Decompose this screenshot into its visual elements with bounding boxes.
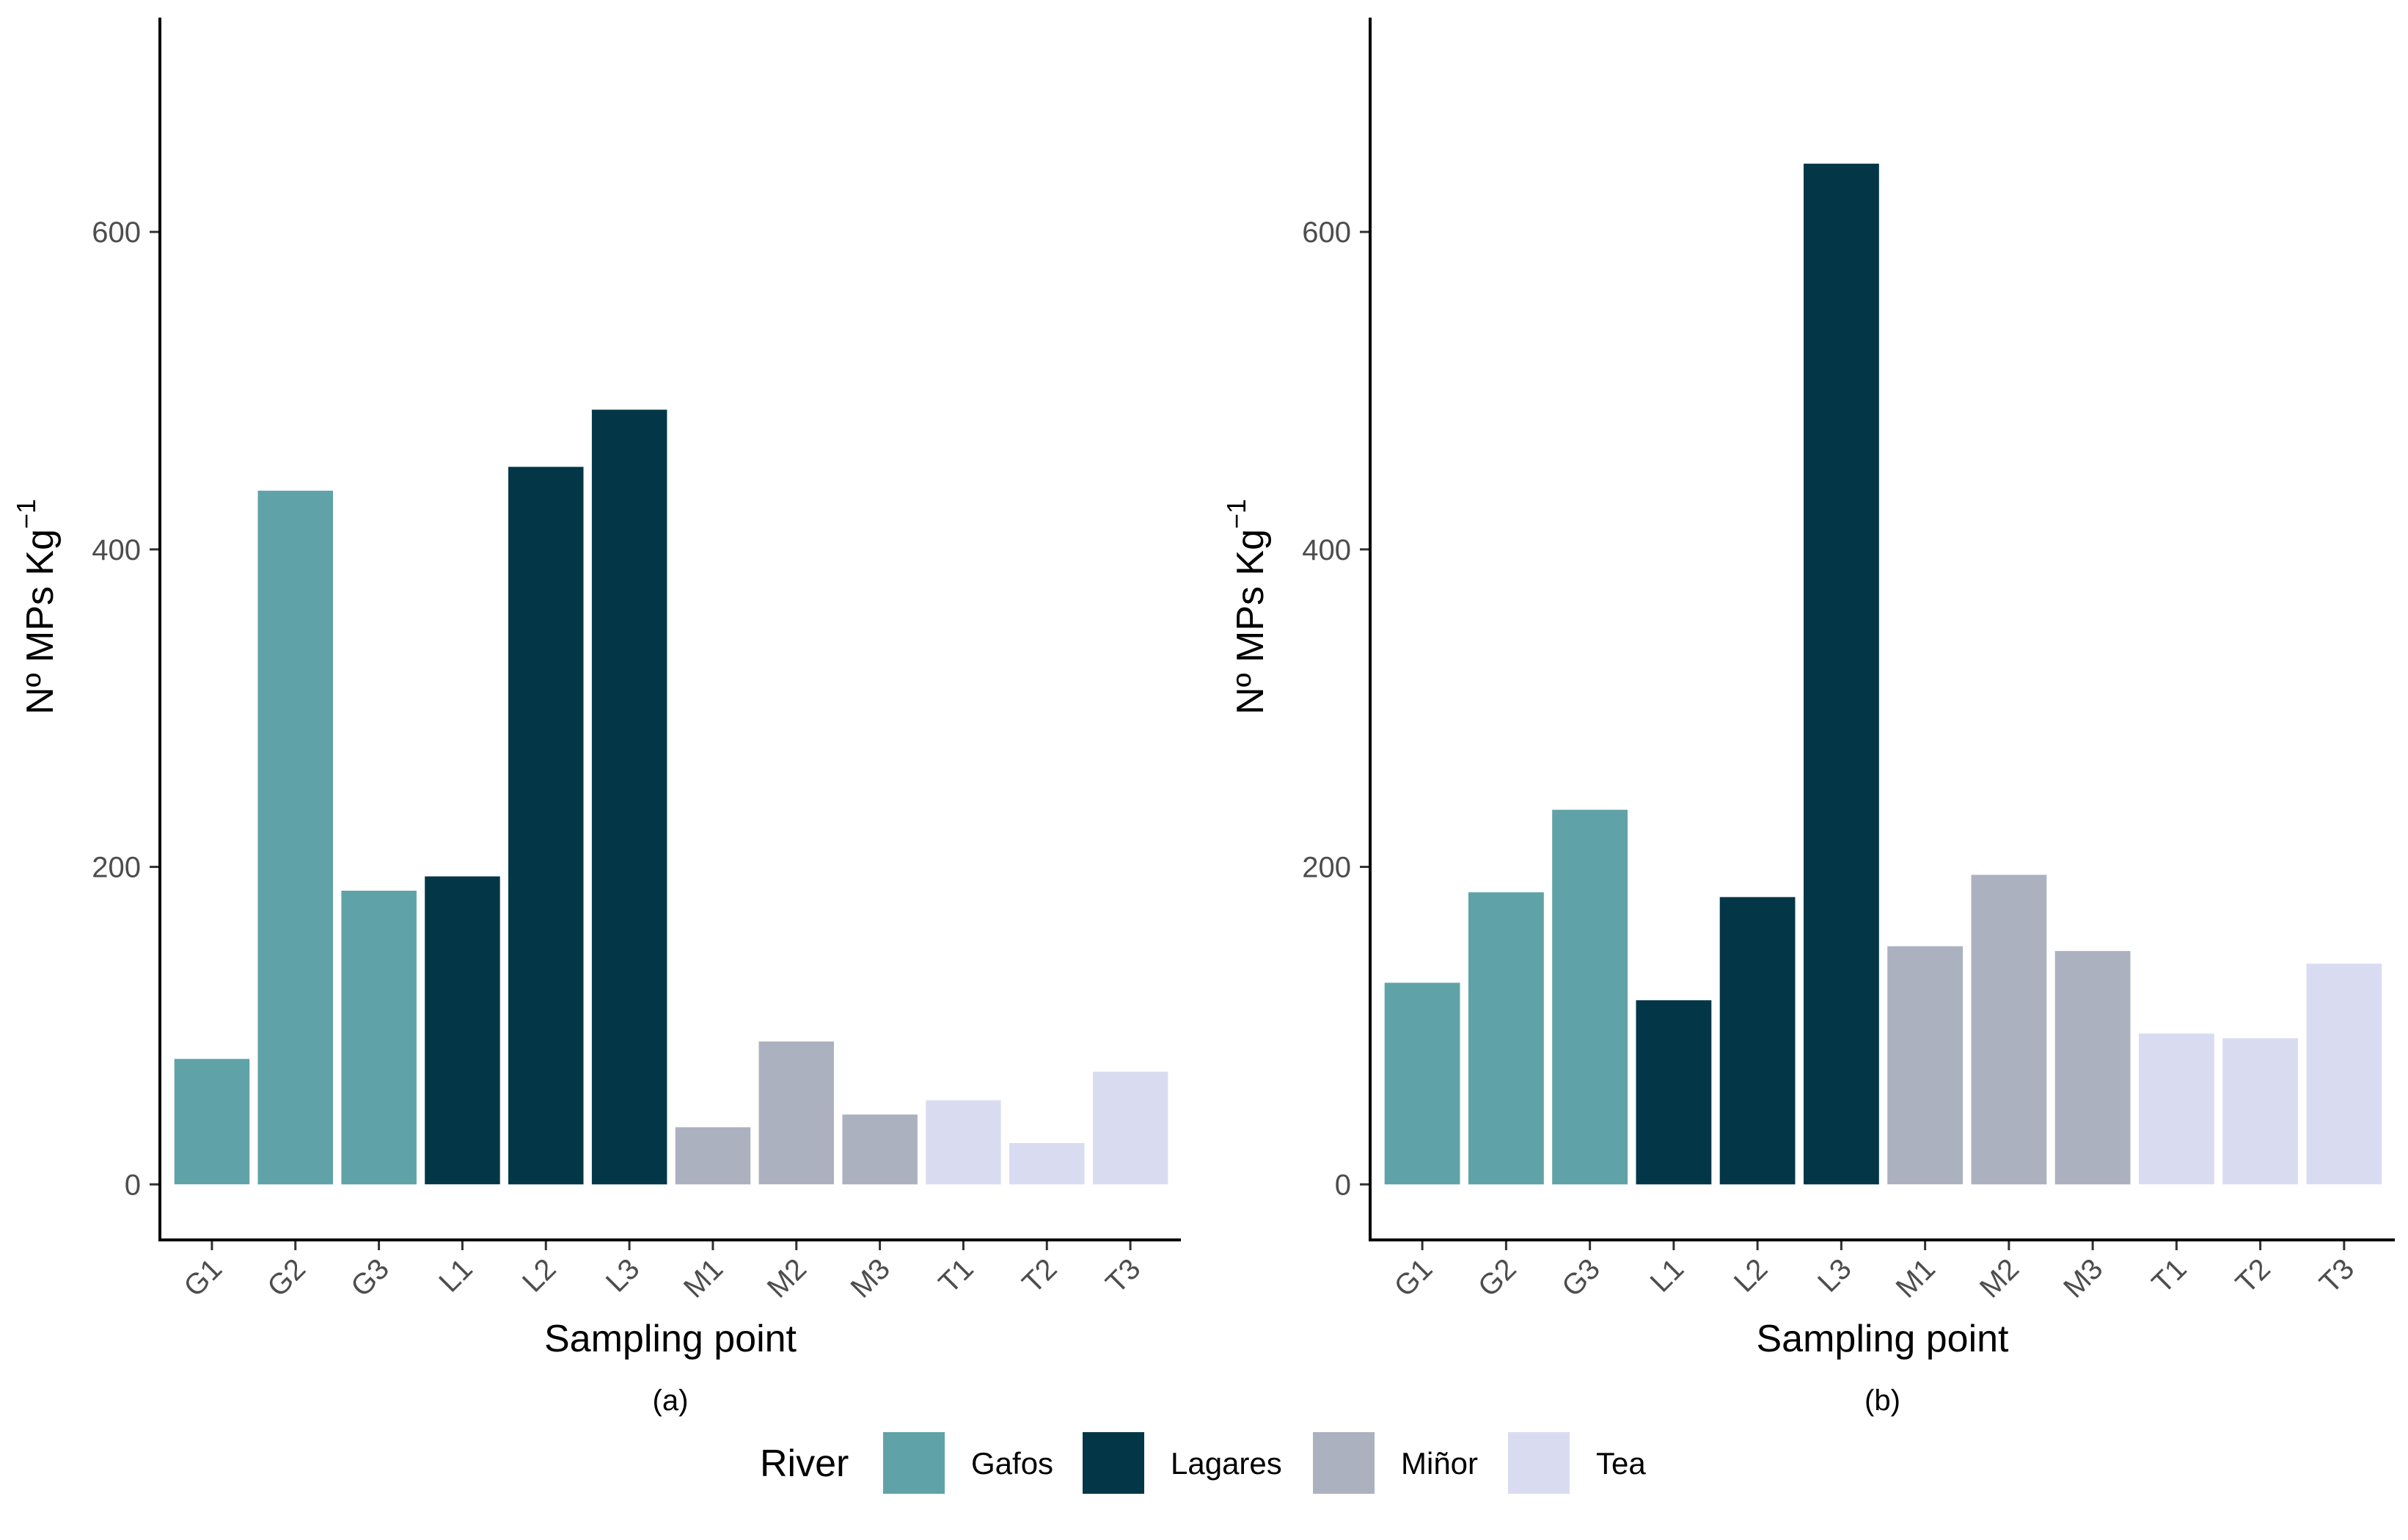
y-tick-label: 600 [1302, 216, 1351, 249]
legend-label: Lagares [1171, 1446, 1282, 1481]
bar-t2 [1009, 1143, 1085, 1185]
x-tick-label: G1 [1388, 1252, 1439, 1303]
y-axis-title-superscript: −1 [11, 499, 41, 529]
bar-g1 [1384, 982, 1460, 1185]
bar-l3 [591, 409, 667, 1185]
y-tick-label: 0 [125, 1169, 141, 1201]
x-tick-label: M2 [1974, 1252, 2025, 1304]
bar-t1 [2139, 1033, 2214, 1185]
chart-panels: G1 G2 G3 L1 L2 L3 M1 M2 M3 T1 T2 T3 0 200 400 600 Sampli… [11, 18, 2395, 1417]
bar-t1 [926, 1100, 1001, 1185]
y-axis-title-text: Nº MPs Kg [19, 529, 62, 715]
panel-b: G1 G2 G3 L1 L2 L3 M1 M2 M3 T1 T2 T3 0 200 400 600 Sampli… [1221, 18, 2395, 1417]
x-tick-label: L1 [1644, 1252, 1691, 1299]
x-axis-title: Sampling point [544, 1318, 797, 1360]
bar-g2 [1468, 892, 1544, 1185]
panel-a: G1 G2 G3 L1 L2 L3 M1 M2 M3 T1 T2 T3 0 200 400 600 Sampli… [11, 18, 1181, 1417]
bar-m3 [2054, 951, 2131, 1185]
x-tick-label: L3 [600, 1252, 646, 1299]
x-tick-label: L1 [433, 1252, 479, 1299]
bar-l1 [425, 876, 500, 1185]
bar-t2 [2222, 1038, 2298, 1185]
x-tick-label: L3 [1812, 1252, 1858, 1299]
x-tick-label: M1 [678, 1252, 729, 1304]
x-tick-label: G3 [345, 1252, 395, 1303]
y-tick-label: 0 [1335, 1169, 1351, 1201]
bar-m1 [675, 1127, 751, 1185]
x-tick-label: T1 [2146, 1252, 2193, 1299]
x-tick-label: T2 [1016, 1252, 1063, 1299]
y-axis-title-text: Nº MPs Kg [1229, 529, 1272, 715]
x-tick-label: G2 [261, 1252, 312, 1303]
legend-label: Gafos [971, 1446, 1053, 1481]
bar-g3 [341, 891, 417, 1185]
bar-g1 [174, 1059, 250, 1185]
bar-m3 [842, 1114, 918, 1185]
y-tick-label: 400 [92, 534, 141, 566]
x-tick-label: M1 [1890, 1252, 1942, 1304]
legend-key-tea [1508, 1432, 1570, 1494]
x-tick-label: L2 [1728, 1252, 1774, 1299]
x-tick-label: G1 [178, 1252, 228, 1303]
bar-g3 [1552, 809, 1628, 1185]
bar-m1 [1887, 946, 1963, 1185]
x-tick-label: L2 [516, 1252, 563, 1299]
bar-l2 [1719, 897, 1796, 1185]
y-axis-title: Nº MPs Kg−1 [11, 499, 62, 715]
bar-m2 [758, 1041, 834, 1185]
legend-key-lagares [1083, 1432, 1144, 1494]
panel-label: (a) [653, 1384, 689, 1417]
x-axis-title: Sampling point [1757, 1318, 2010, 1360]
y-axis-title: Nº MPs Kg−1 [1221, 499, 1272, 715]
x-tick-label: G2 [1472, 1252, 1523, 1303]
y-axis-title-superscript: −1 [1221, 499, 1251, 529]
bar-m2 [1971, 875, 2047, 1185]
bar-l2 [508, 467, 584, 1185]
x-tick-label: T3 [1099, 1252, 1146, 1299]
x-tick-label: M2 [761, 1252, 813, 1304]
bar-g2 [257, 490, 333, 1185]
y-tick-label: 400 [1302, 534, 1351, 566]
panel-label: (b) [1864, 1384, 1900, 1417]
legend-key-mior [1313, 1432, 1375, 1494]
bar-l1 [1636, 1000, 1712, 1185]
y-tick-label: 200 [92, 852, 141, 884]
y-tick-label: 600 [92, 216, 141, 249]
y-tick-label: 200 [1302, 852, 1351, 884]
x-tick-label: T1 [933, 1252, 980, 1299]
bar-t3 [2306, 963, 2382, 1185]
bar-l3 [1804, 164, 1879, 1185]
x-tick-label: T2 [2230, 1252, 2277, 1299]
legend: River Gafos Lagares Miñor Tea [760, 1432, 1646, 1494]
legend-title: River [760, 1442, 849, 1485]
legend-key-gafos [883, 1432, 945, 1494]
x-tick-label: T3 [2313, 1252, 2360, 1299]
x-tick-label: G3 [1556, 1252, 1606, 1303]
legend-label: Miñor [1401, 1446, 1478, 1481]
x-tick-label: M3 [845, 1252, 896, 1304]
x-tick-label: M3 [2057, 1252, 2109, 1304]
legend-label: Tea [1596, 1446, 1646, 1481]
bar-t3 [1092, 1071, 1168, 1185]
